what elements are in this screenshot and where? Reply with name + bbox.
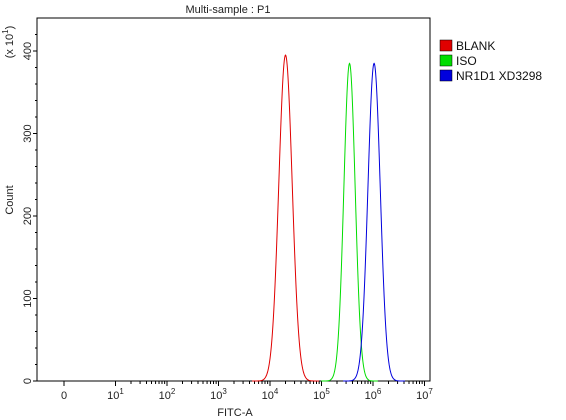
legend-label: ISO bbox=[456, 54, 477, 68]
plot-frame bbox=[36, 17, 431, 382]
x-tick-label: 0 bbox=[61, 390, 67, 402]
y-tick-label: 400 bbox=[22, 42, 34, 60]
legend-swatch bbox=[439, 54, 453, 67]
series-layer bbox=[252, 54, 405, 382]
chart-title: Multi-sample : P1 bbox=[186, 4, 271, 16]
series-line-iso bbox=[321, 62, 378, 382]
x-tick-label: 106 bbox=[365, 387, 382, 402]
legend-swatch bbox=[439, 69, 453, 82]
y-axis-title: Count bbox=[4, 185, 16, 214]
x-axis-title: FITC-A bbox=[217, 407, 253, 419]
legend-label: BLANK bbox=[456, 39, 495, 53]
legend-label: NR1D1 XD3298 bbox=[456, 69, 542, 83]
x-tick-label: 102 bbox=[159, 387, 176, 402]
y-tick-label: 100 bbox=[22, 289, 34, 307]
series-line-nr1d1-xd3298 bbox=[343, 62, 405, 382]
y-tick-label: 300 bbox=[22, 124, 34, 142]
x-axis: 0 101 102 103 104 105 106 107 bbox=[61, 381, 433, 402]
x-tick-label: 104 bbox=[262, 387, 279, 402]
x-tick-label: 103 bbox=[210, 387, 227, 402]
y-tick-label: 200 bbox=[22, 207, 34, 225]
x-tick-label: 105 bbox=[313, 387, 330, 402]
y-axis: 0 100 200 300 400 bbox=[22, 34, 37, 384]
y-tick-label: 0 bbox=[22, 378, 34, 384]
x-tick-label: 101 bbox=[107, 387, 124, 402]
series-line-blank bbox=[252, 54, 319, 382]
y-axis-label: Count (x 101) bbox=[1, 26, 16, 215]
x-tick-label: 107 bbox=[416, 387, 433, 402]
y-multiplier: (x 101) bbox=[1, 26, 16, 59]
legend-swatch bbox=[439, 39, 453, 52]
